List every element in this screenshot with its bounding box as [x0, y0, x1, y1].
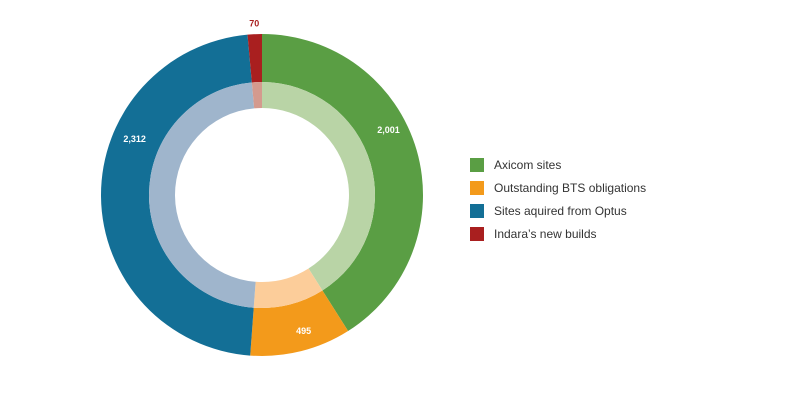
legend-swatch: [470, 157, 484, 172]
outer-ring: [101, 34, 423, 356]
legend-label: Indara’s new builds: [494, 226, 597, 241]
inner-slice-outstanding-bts-obligations: [253, 268, 323, 309]
slice-axicom-sites[interactable]: [262, 34, 423, 332]
slice-sites-aquired-from-optus[interactable]: [101, 34, 254, 356]
legend-label: Sites aquired from Optus: [494, 203, 627, 218]
legend-item-sites-acquired-from-optus[interactable]: Sites aquired from Optus: [470, 203, 646, 218]
data-label-sites-aquired-from-optus: 2,312: [123, 134, 146, 144]
data-labels: 2,001 495 2,312 70: [123, 19, 399, 337]
legend-item-indara-new-builds[interactable]: Indara’s new builds: [470, 226, 646, 241]
inner-slice-indara-s-new-builds: [251, 82, 262, 109]
legend-swatch: [470, 203, 484, 218]
legend-swatch: [470, 180, 484, 195]
data-label-indara-s-new-builds: 70: [249, 19, 259, 29]
legend-label: Outstanding BTS obligations: [494, 180, 647, 195]
legend-label: Axicom sites: [494, 157, 562, 172]
legend-swatch: [470, 226, 484, 241]
legend-item-outstanding-bts-obligations[interactable]: Outstanding BTS obligations: [470, 180, 646, 195]
slice-outstanding-bts-obligations[interactable]: [250, 290, 349, 356]
inner-slice-axicom-sites: [262, 82, 376, 291]
data-label-outstanding-bts-obligations: 495: [296, 326, 311, 336]
inner-slice-sites-aquired-from-optus: [149, 82, 256, 308]
data-label-axicom-sites: 2,001: [377, 125, 400, 135]
slice-indara-s-new-builds[interactable]: [247, 34, 262, 83]
inner-ring: [149, 82, 376, 309]
legend: Axicom sites Outstanding BTS obligations…: [470, 157, 646, 241]
legend-item-axicom-sites[interactable]: Axicom sites: [470, 157, 646, 172]
